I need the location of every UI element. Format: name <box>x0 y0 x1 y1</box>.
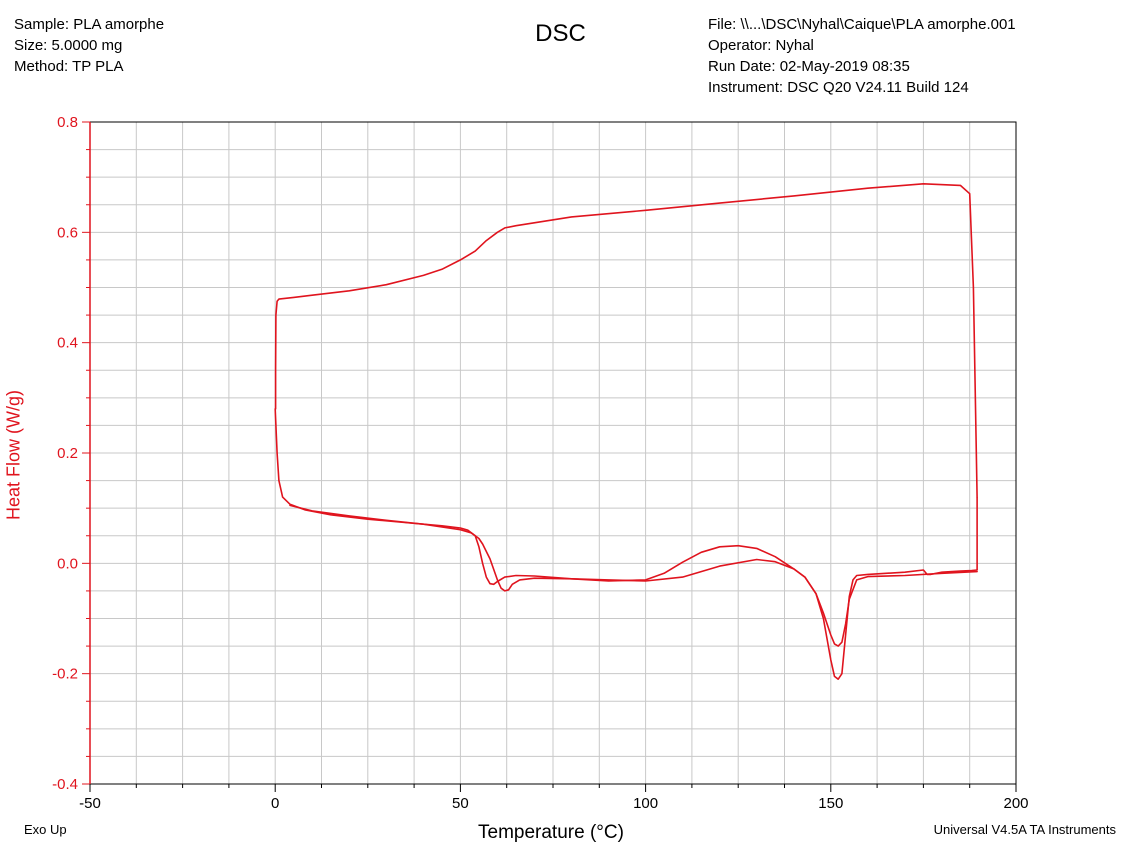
heat-flow-curve-3 <box>289 504 978 647</box>
y-tick-label: -0.2 <box>52 666 78 683</box>
sample-name: Sample: PLA amorphe <box>14 16 165 33</box>
y-tick-label: 0.6 <box>57 224 78 241</box>
y-tick-label: 0.4 <box>57 335 78 352</box>
x-tick-label: 100 <box>633 795 658 812</box>
run-date: Run Date: 02-May-2019 08:35 <box>708 58 910 75</box>
sample-size: Size: 5.0000 mg <box>14 37 123 54</box>
file-path: File: \\...\DSC\Nyhal\Caique\PLA amorphe… <box>708 16 1016 33</box>
heat-flow-curve-1 <box>274 183 978 498</box>
method-name: Method: TP PLA <box>14 58 124 75</box>
x-axis-label: Temperature (°C) <box>478 822 624 843</box>
y-tick-label: 0.8 <box>57 114 78 131</box>
run-info: File: \\...\DSC\Nyhal\Caique\PLA amorphe… <box>708 14 1016 98</box>
y-tick-label: 0.0 <box>57 555 78 572</box>
y-tick-label: 0.2 <box>57 445 78 462</box>
chart-title: DSC <box>535 20 586 47</box>
instrument-name: Instrument: DSC Q20 V24.11 Build 124 <box>708 79 969 96</box>
x-tick-label: 50 <box>452 795 469 812</box>
exo-up-note: Exo Up <box>24 822 67 837</box>
heat-flow-curve-2 <box>274 408 978 680</box>
y-axis-label: Heat Flow (W/g) <box>3 389 24 521</box>
curve-layer <box>274 183 978 680</box>
sample-info: Sample: PLA amorphe Size: 5.0000 mg Meth… <box>14 14 164 77</box>
x-tick-label: 0 <box>271 795 279 812</box>
grid-lines <box>89 121 1017 785</box>
axis-layer: 0.8 0.6 0.4 0.2 0.0 -0.2 -0.4-50 0 50 100 150 200 <box>52 114 1028 812</box>
x-tick-label: 150 <box>818 795 843 812</box>
x-tick-label: -50 <box>79 795 101 812</box>
y-tick-label: -0.4 <box>52 776 78 793</box>
x-tick-label: 200 <box>1003 795 1028 812</box>
software-version: Universal V4.5A TA Instruments <box>933 822 1116 837</box>
operator-name: Operator: Nyhal <box>708 37 814 54</box>
